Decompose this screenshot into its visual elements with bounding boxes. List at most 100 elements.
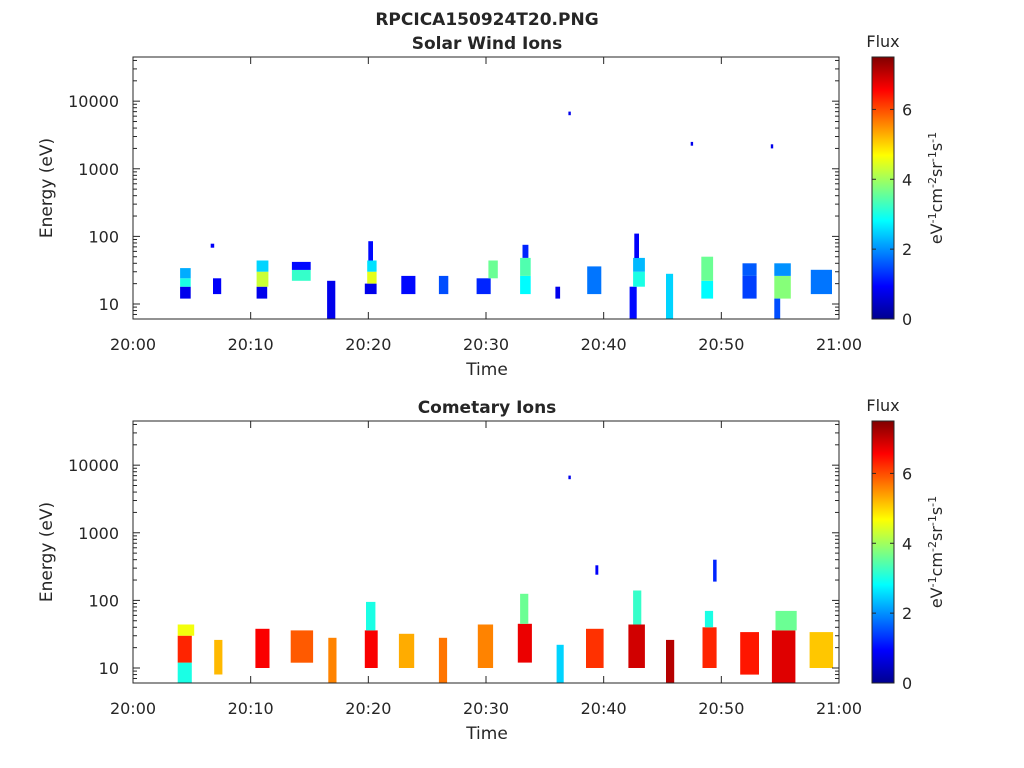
heatmap-cell: [555, 286, 561, 299]
heatmap-cell: [595, 565, 599, 575]
x-tick-label: 20:00: [110, 699, 156, 718]
y-tick-label: 10: [99, 659, 119, 678]
heatmap-cell: [701, 256, 714, 281]
heatmap-cell: [774, 275, 791, 299]
colorbar-title-cometary: Flux: [866, 396, 899, 415]
heatmap-cell: [522, 244, 529, 258]
heatmap-cell: [770, 144, 774, 149]
heatmap-cell: [401, 275, 416, 295]
heatmap-cell: [633, 590, 642, 625]
panel-title-solar-wind: Solar Wind Ions: [412, 34, 563, 54]
colorbar-ticks-solar-wind: 0 2 4 6: [872, 100, 912, 329]
heatmap-cell: [255, 628, 270, 668]
heatmap-cell: [367, 271, 377, 284]
heatmap-cell: [701, 280, 714, 299]
heatmap-cell: [366, 601, 376, 631]
heatmap-cell: [517, 623, 532, 663]
heatmap-cell: [633, 271, 645, 287]
y-tick-label: 1000: [78, 160, 119, 179]
x-axis-label-cometary: Time: [465, 724, 508, 744]
heatmap-cell: [477, 624, 494, 668]
heatmap-cell: [291, 269, 311, 281]
x-tick-label: 21:00: [816, 699, 862, 718]
heatmap-cell: [398, 633, 415, 668]
y-axis-label-cometary: Energy (eV): [37, 502, 57, 602]
y-axis-cometary: 10 100 1000 10000: [68, 423, 839, 684]
colorbar-tick-label: 6: [902, 464, 912, 483]
heatmap-cell: [704, 610, 714, 628]
y-tick-label: 100: [88, 591, 119, 610]
heatmap-cell: [177, 662, 192, 683]
heatmap-cell: [666, 273, 674, 319]
heatmap-cell: [327, 280, 336, 319]
heatmap-cell: [328, 637, 337, 683]
heatmap-cell: [587, 266, 602, 295]
y-tick-label: 10000: [68, 456, 119, 475]
x-tick-label: 20:20: [345, 335, 391, 354]
heatmap-cell: [214, 639, 223, 675]
heatmap-cell: [771, 630, 796, 683]
y-tick-label: 10000: [68, 92, 119, 111]
colorbar-tick-label: 4: [902, 170, 912, 189]
x-tick-label: 20:50: [698, 335, 744, 354]
panel-solar-wind: Solar Wind Ions 10 100 1000 10000 20:00 20:1…: [37, 32, 946, 380]
heatmap-cell: [367, 260, 377, 272]
y-tick-label: 1000: [78, 524, 119, 543]
y-axis-label-solar-wind: Energy (eV): [37, 138, 57, 238]
heatmap-cell: [438, 637, 448, 683]
x-tick-label: 20:30: [463, 335, 509, 354]
heatmap-cell: [633, 257, 645, 272]
x-tick-label: 20:20: [345, 699, 391, 718]
x-tick-label: 20:40: [581, 335, 627, 354]
colorbar-tick-label: 2: [902, 240, 912, 259]
colorbar-title-solar-wind: Flux: [866, 32, 899, 51]
heatmap-cells-cometary: [177, 475, 834, 683]
heatmap-cell: [556, 644, 564, 683]
heatmap-cell: [629, 286, 637, 319]
heatmap-cell: [256, 260, 269, 272]
colorbar-unit-label-solar-wind: eV-1cm-2sr-1s-1: [926, 132, 946, 244]
heatmap-cell: [180, 286, 191, 299]
heatmap-cell: [690, 141, 694, 146]
heatmap-cell: [438, 275, 449, 295]
colorbar-tick-label: 0: [902, 310, 912, 329]
heatmap-cell: [740, 632, 759, 675]
heatmap-cell: [702, 627, 717, 668]
heatmap-cell: [568, 111, 571, 116]
x-axis-cometary: 20:00 20:10 20:20 20:30 20:40 20:50 21:00: [110, 421, 862, 718]
heatmap-cell: [364, 283, 377, 295]
heatmap-cell: [520, 257, 531, 276]
colorbar-cometary: [871, 420, 895, 684]
heatmap-cell: [177, 635, 192, 663]
heatmap-cell: [774, 263, 791, 276]
heatmap-cell: [520, 275, 531, 295]
heatmap-cell: [180, 278, 191, 287]
x-tick-label: 20:00: [110, 335, 156, 354]
colorbar-tick-label: 6: [902, 100, 912, 119]
heatmap-cell: [810, 269, 832, 295]
y-tick-label: 10: [99, 295, 119, 314]
heatmap-cell: [364, 630, 378, 668]
heatmap-cell: [628, 624, 645, 668]
heatmap-cell: [775, 610, 797, 631]
heatmap-cell: [368, 241, 373, 261]
colorbar-tick-label: 0: [902, 674, 912, 693]
heatmap-cell: [256, 286, 268, 299]
x-tick-label: 20:10: [228, 335, 274, 354]
heatmap-cell: [634, 233, 639, 258]
heatmap-cell: [476, 278, 491, 295]
heatmap-cells-solar-wind: [180, 111, 832, 319]
heatmap-cell: [586, 628, 604, 668]
x-tick-label: 20:40: [581, 699, 627, 718]
colorbar-unit-label-cometary: eV-1cm-2sr-1s-1: [926, 496, 946, 608]
panel-title-cometary: Cometary Ions: [418, 398, 557, 418]
heatmap-cell: [713, 559, 717, 582]
x-tick-label: 20:50: [698, 699, 744, 718]
y-tick-label: 100: [88, 227, 119, 246]
colorbar-tick-label: 4: [902, 534, 912, 553]
heatmap-cell: [520, 593, 529, 624]
figure-title: RPCICA150924T20.PNG: [375, 10, 598, 30]
y-axis-solar-wind: 10 100 1000 10000: [68, 59, 839, 320]
